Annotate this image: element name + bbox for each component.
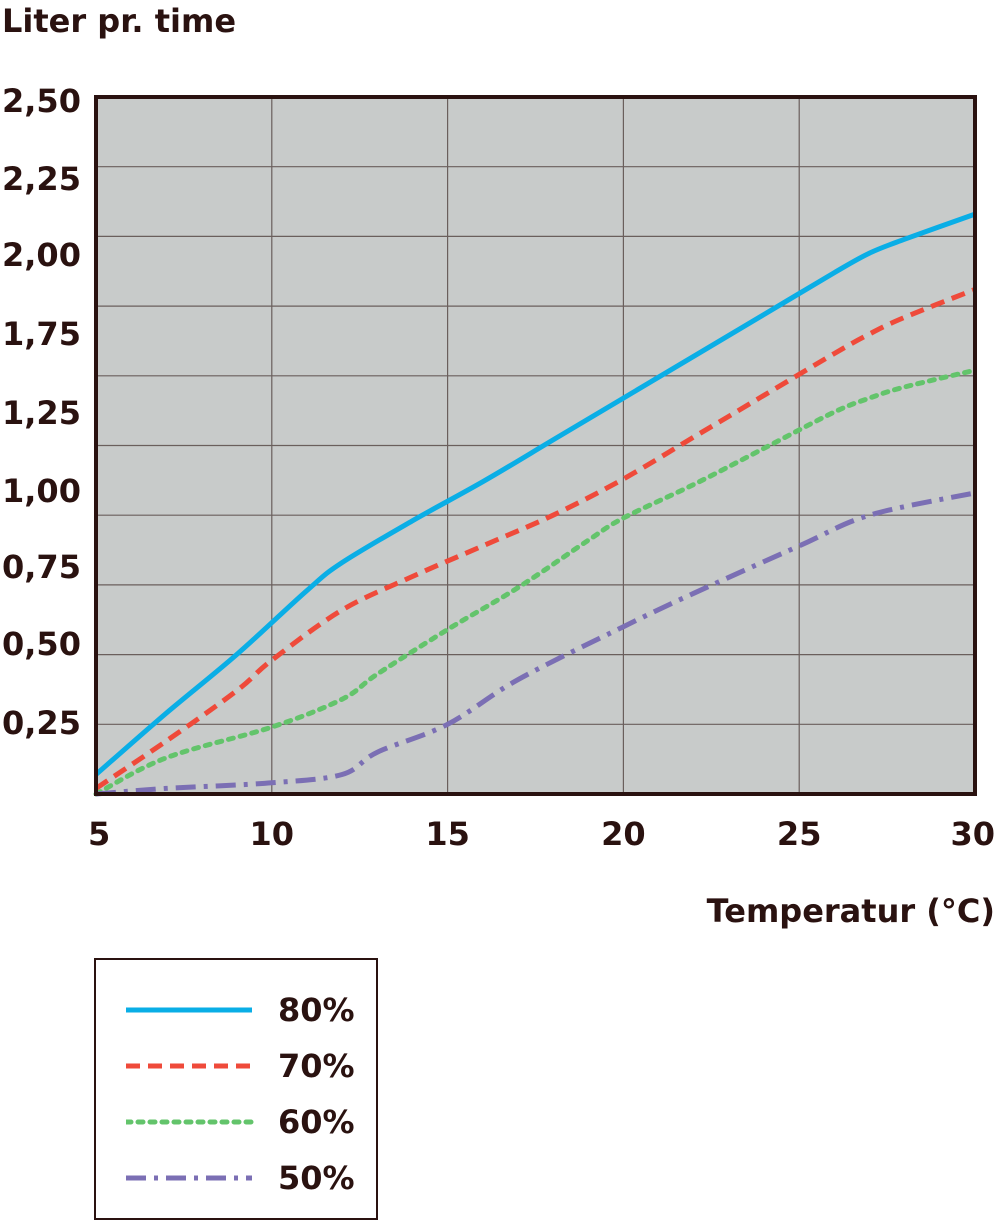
series-line-80 [94,211,976,777]
legend-swatch-60 [126,1119,255,1125]
legend-swatch-50 [126,1175,252,1181]
y-tick-label: 1,25 [2,394,81,432]
legend-label-80: 80% [278,991,355,1029]
y-axis-title: Liter pr. time [2,2,236,40]
legend-label-60: 60% [278,1103,355,1141]
line-chart: Liter pr. time 0,25 0,50 0,75 1,00 1,25 1,75 2… [2,2,995,930]
x-tick-label: 25 [777,815,822,853]
x-tick-label: 15 [425,815,470,853]
legend-swatch-70 [126,1063,252,1069]
grid-lines [95,96,976,794]
series-line-60 [93,367,978,797]
y-tick-label: 2,25 [2,160,81,198]
x-axis-ticks: 5 10 15 20 25 30 [88,815,995,853]
legend-item-70: 70% [126,1046,366,1086]
x-tick-label: 10 [250,815,295,853]
legend: 80% 70% 60% 50% [94,958,378,1220]
y-axis-ticks: 0,25 0,50 0,75 1,00 1,25 1,75 2,00 2,25 2,50 [2,82,81,742]
y-tick-label: 0,25 [2,704,81,742]
series-line-70 [94,287,976,791]
y-tick-label: 0,50 [2,625,81,663]
legend-swatch-80 [126,1007,252,1013]
legend-item-80: 80% [126,990,366,1030]
x-tick-label: 5 [88,815,110,853]
legend-item-50: 50% [126,1158,366,1198]
legend-label-70: 70% [278,1047,355,1085]
series-line-50 [95,490,976,797]
x-tick-label: 30 [950,815,995,853]
legend-item-60: 60% [126,1102,366,1142]
x-tick-label: 20 [601,815,646,853]
series-lines [93,211,978,797]
plot-border [94,95,977,796]
y-tick-label: 2,50 [2,82,81,120]
x-axis-title: Temperatur (°C) [707,892,995,930]
legend-label-50: 50% [278,1159,355,1197]
y-tick-label: 0,75 [2,548,81,586]
y-tick-label: 1,75 [2,315,81,353]
y-tick-label: 1,00 [2,472,81,510]
y-tick-label: 2,00 [2,236,81,274]
